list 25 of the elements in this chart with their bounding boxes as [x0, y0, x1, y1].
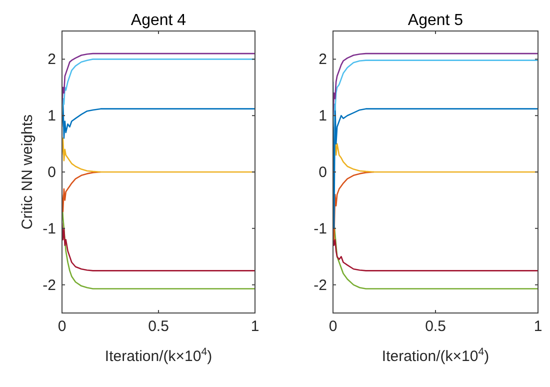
line-series: [62, 138, 255, 173]
y-tick-label: -2: [42, 276, 56, 294]
line-series: [62, 222, 255, 272]
y-tick-label: 2: [318, 51, 327, 68]
line-series: [62, 58, 255, 116]
chart-title: Agent 5: [408, 12, 464, 29]
x-axis-title: Iteration/(k×10$^{4}$): [104, 346, 212, 365]
y-tick-label: 2: [48, 51, 56, 68]
chart-title: Agent 4: [130, 12, 186, 29]
y-tick-label: -1: [42, 220, 56, 238]
x-tick-label: 0.5: [425, 318, 446, 335]
line-series: [62, 171, 102, 212]
line-series: [333, 171, 375, 240]
y-tick-label: 1: [318, 108, 327, 125]
y-axis-title: Critic NN weights: [19, 114, 36, 230]
x-tick-label: 1: [534, 318, 542, 335]
x-tick-label: 1: [250, 318, 260, 335]
x-tick-label: 0.5: [148, 318, 169, 335]
y-tick-label: 1: [48, 108, 56, 125]
y-tick-label: 0: [318, 164, 327, 181]
line-series: [62, 52, 255, 105]
y-tick-label: 0: [48, 164, 56, 181]
y-tick-label: -2: [314, 276, 327, 294]
x-axis-title: Iteration/(k×10$^{4}$): [382, 346, 490, 365]
y-tick-label: -1: [314, 220, 327, 238]
